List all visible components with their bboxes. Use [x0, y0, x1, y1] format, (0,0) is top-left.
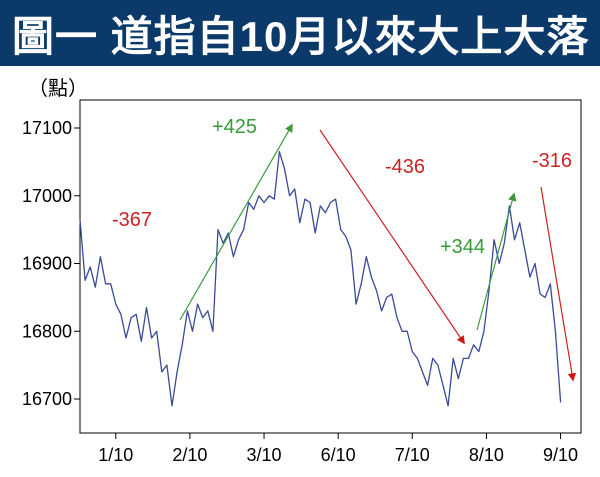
- x-tick-label: 6/10: [321, 445, 356, 465]
- x-tick-label: 1/10: [98, 445, 133, 465]
- y-tick-label: 16700: [22, 389, 72, 409]
- y-tick-label: 17000: [22, 186, 72, 206]
- annotation-label: -436: [385, 156, 425, 178]
- annotation-label: +425: [212, 116, 257, 138]
- trend-arrow-down-2: [540, 186, 577, 382]
- plot-frame: [79, 99, 582, 434]
- x-tick-label: 7/10: [395, 445, 430, 465]
- y-axis-label: （點）: [28, 78, 88, 100]
- chart-title: 圖一 道指自10月以來大上大落: [0, 0, 600, 66]
- annotation-label: +344: [440, 236, 485, 258]
- annotation-label: -316: [532, 150, 572, 172]
- x-tick-label: 3/10: [247, 445, 282, 465]
- x-tick-label: 9/10: [543, 445, 578, 465]
- trend-arrow-up-1: [179, 123, 293, 321]
- trend-arrow-down-1: [319, 129, 465, 345]
- trend-arrow-up-2: [476, 192, 517, 331]
- annotation-label: -367: [112, 209, 152, 231]
- x-tick-label: 8/10: [469, 445, 504, 465]
- series-line: [79, 151, 562, 407]
- y-tick-label: 16900: [22, 254, 72, 274]
- y-tick-label: 17100: [22, 118, 72, 138]
- y-tick-label: 16800: [22, 321, 72, 341]
- x-tick-label: 2/10: [172, 445, 207, 465]
